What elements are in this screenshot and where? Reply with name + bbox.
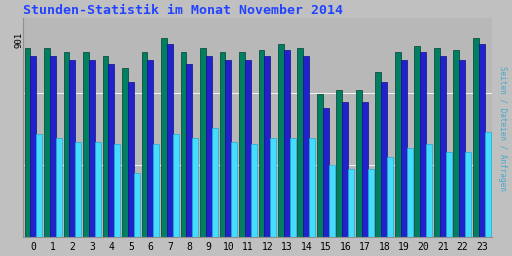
Bar (426, 144, 432, 237)
Bar (128, 82, 134, 237)
Bar (36, 134, 42, 237)
Bar (303, 56, 309, 237)
Bar (278, 44, 284, 237)
Bar (89, 60, 95, 237)
Bar (343, 102, 348, 237)
Bar (25, 48, 30, 237)
Bar (434, 48, 440, 237)
Text: Seiten / Dateien / Anfragen: Seiten / Dateien / Anfragen (498, 66, 507, 190)
Bar (239, 52, 245, 237)
Bar (50, 56, 56, 237)
Bar (465, 152, 471, 237)
Bar (264, 56, 270, 237)
Bar (395, 52, 401, 237)
Bar (141, 52, 147, 237)
Bar (348, 169, 354, 237)
Bar (329, 165, 334, 237)
Bar (420, 52, 426, 237)
Bar (401, 60, 407, 237)
Bar (231, 142, 237, 237)
Bar (102, 56, 109, 237)
Bar (362, 102, 368, 237)
Bar (225, 60, 231, 237)
Bar (445, 152, 452, 237)
Bar (63, 52, 70, 237)
Bar (270, 137, 276, 237)
Bar (356, 90, 362, 237)
Bar (387, 157, 393, 237)
Bar (161, 38, 167, 237)
Bar (122, 68, 128, 237)
Bar (440, 56, 445, 237)
Bar (75, 142, 81, 237)
Bar (95, 142, 100, 237)
Bar (251, 144, 257, 237)
Bar (368, 169, 374, 237)
Bar (70, 60, 75, 237)
Bar (220, 52, 225, 237)
Text: Stunden-Statistik im Monat November 2014: Stunden-Statistik im Monat November 2014 (23, 4, 343, 17)
Bar (479, 44, 485, 237)
Bar (309, 137, 315, 237)
Bar (173, 134, 179, 237)
Bar (200, 48, 206, 237)
Bar (317, 94, 323, 237)
Bar (206, 56, 211, 237)
Bar (323, 108, 329, 237)
Bar (186, 64, 192, 237)
Bar (153, 144, 159, 237)
Bar (44, 48, 50, 237)
Text: 901: 901 (14, 31, 24, 48)
Bar (114, 144, 120, 237)
Bar (290, 137, 295, 237)
Bar (211, 128, 218, 237)
Bar (336, 90, 343, 237)
Bar (485, 132, 490, 237)
Bar (56, 137, 61, 237)
Bar (245, 60, 251, 237)
Bar (147, 60, 153, 237)
Bar (407, 147, 413, 237)
Bar (109, 64, 114, 237)
Bar (284, 50, 290, 237)
Bar (134, 173, 140, 237)
Bar (375, 72, 381, 237)
Bar (259, 50, 264, 237)
Bar (167, 44, 173, 237)
Bar (83, 52, 89, 237)
Bar (415, 46, 420, 237)
Bar (473, 38, 479, 237)
Bar (381, 82, 387, 237)
Bar (459, 60, 465, 237)
Bar (297, 48, 303, 237)
Bar (192, 137, 198, 237)
Bar (454, 50, 459, 237)
Bar (181, 52, 186, 237)
Bar (30, 56, 36, 237)
